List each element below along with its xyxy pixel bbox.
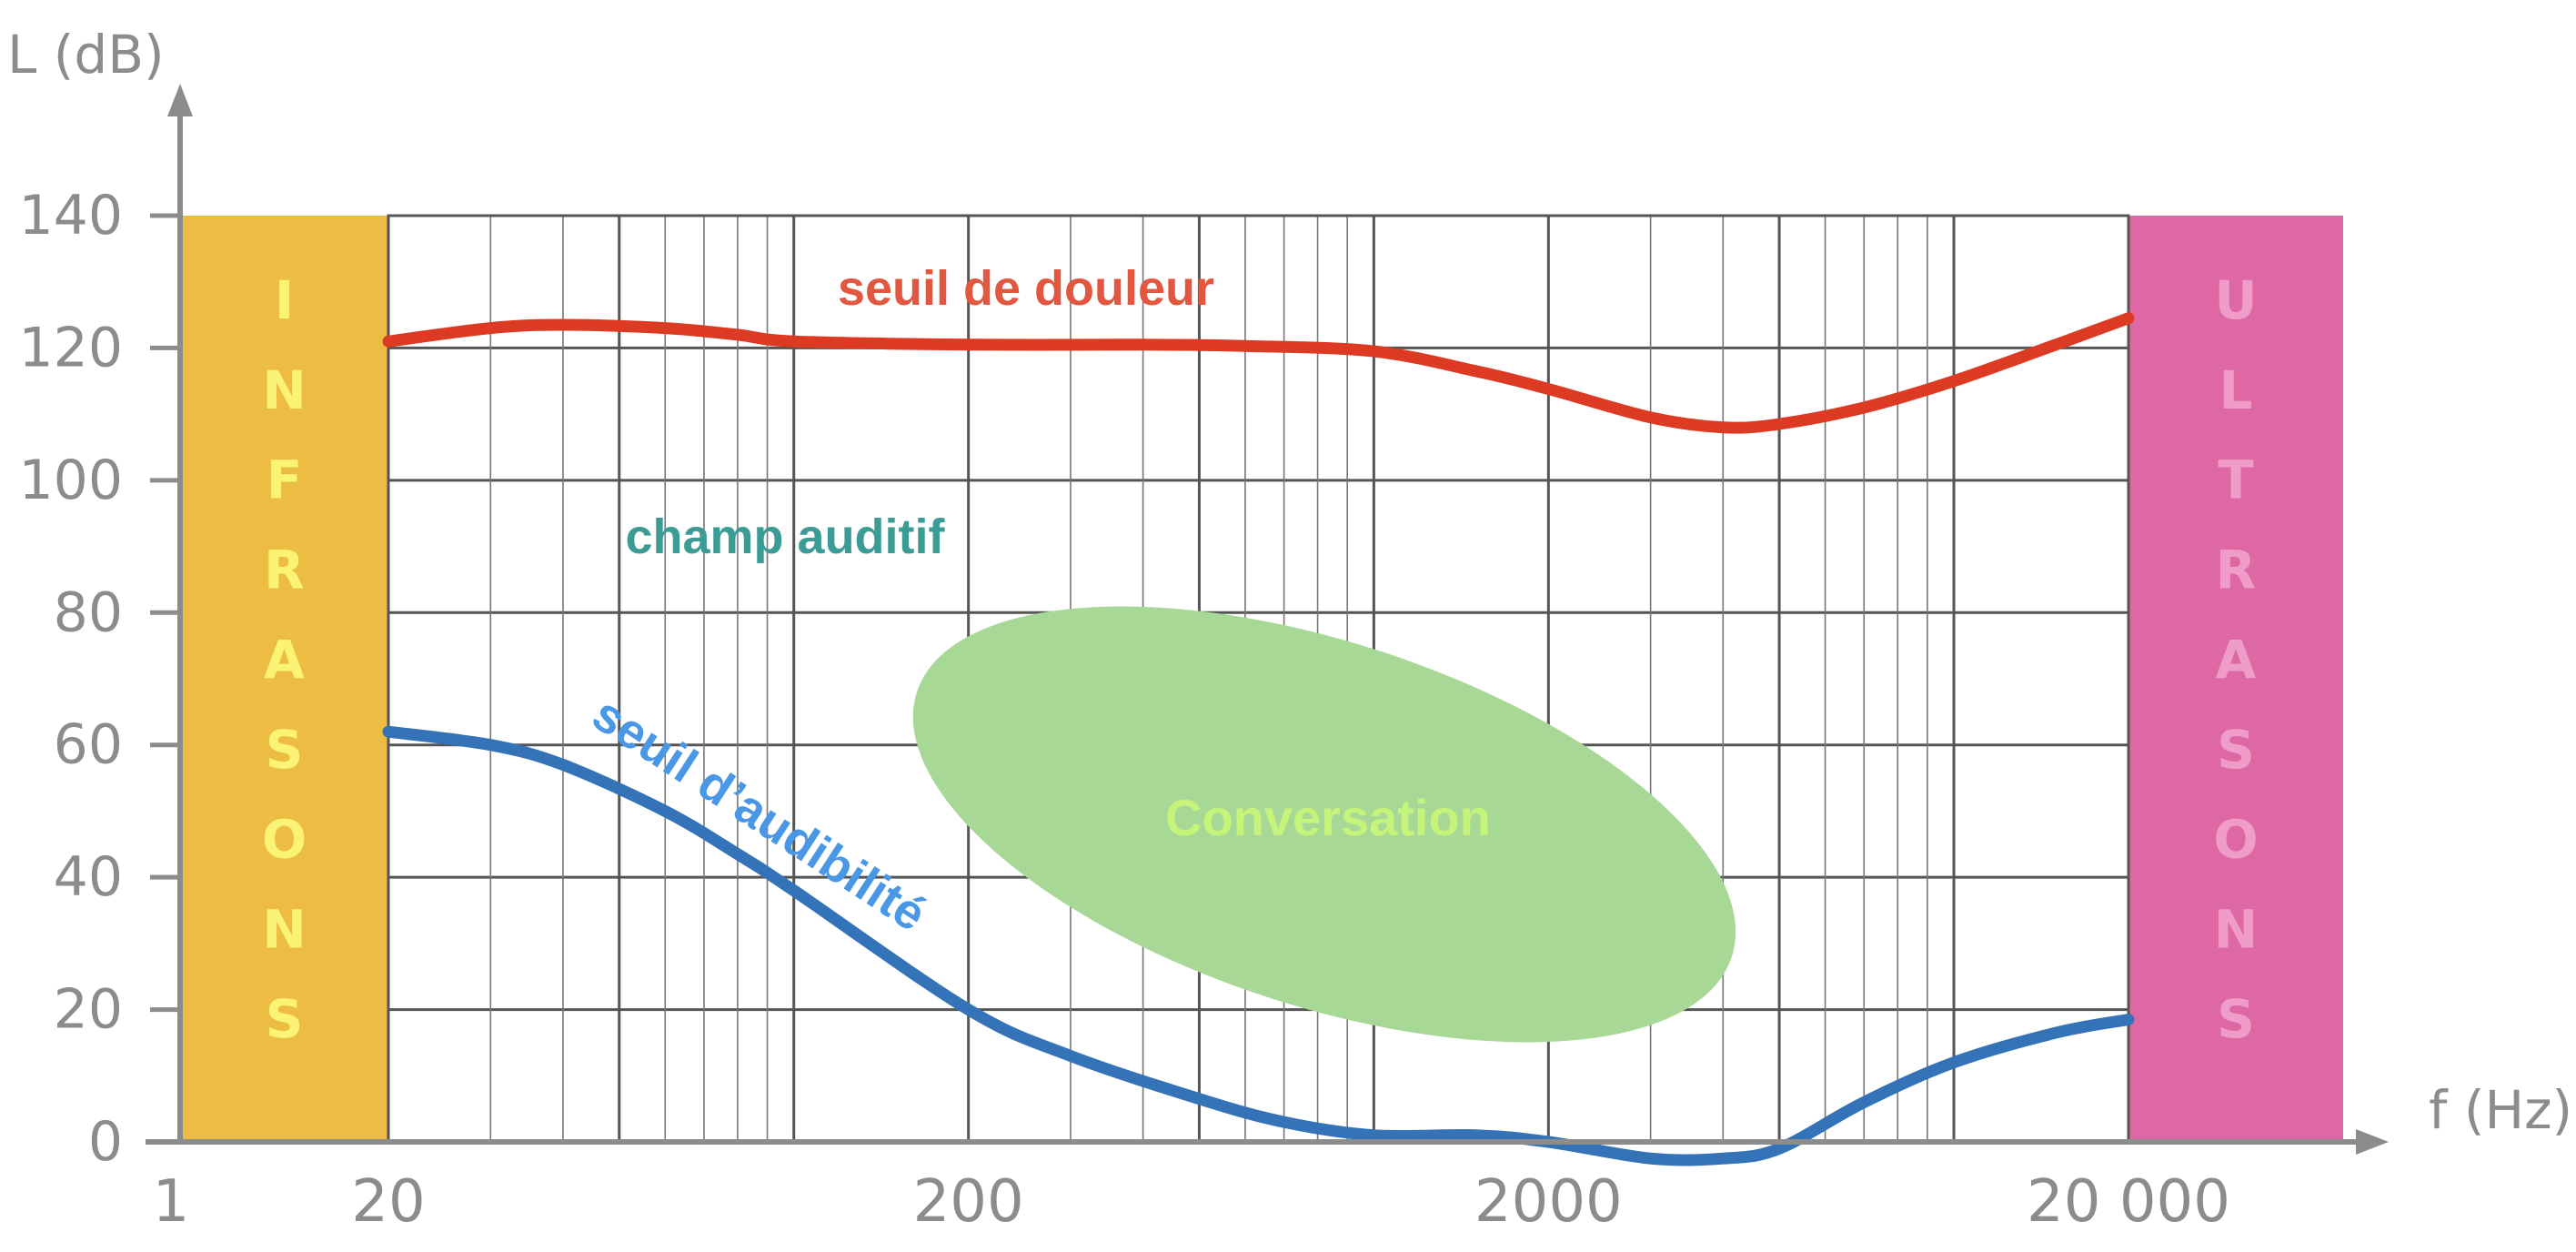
seuil-de-douleur-label: seuil de douleur	[838, 261, 1214, 316]
conversation-label: Conversation	[1165, 789, 1491, 846]
infrasons-letter: N	[262, 898, 307, 960]
region-layer: Conversation	[912, 606, 1736, 1043]
ultrasons-letter: A	[2216, 629, 2257, 691]
x-tick-label: 1	[153, 1168, 190, 1236]
axes-layer: L (dB) f (Hz)	[7, 24, 2572, 1155]
ultrasons-letter: T	[2218, 449, 2254, 511]
infrasons-letter: S	[266, 719, 304, 781]
infrasons-letter: O	[262, 809, 307, 871]
y-tick-label: 60	[54, 713, 123, 777]
series-layer	[382, 312, 2135, 1166]
infrasons-band	[180, 216, 388, 1142]
infrasons-letter: N	[262, 359, 307, 421]
ultrasons-letter: S	[2217, 988, 2255, 1050]
ultrasons-band	[2128, 216, 2343, 1142]
y-tick-label: 0	[88, 1110, 123, 1174]
y-tick-label: 40	[54, 845, 123, 909]
x-axis-label: f (Hz)	[2429, 1079, 2572, 1141]
infrasons-letter: R	[264, 539, 305, 601]
y-tick-label: 80	[54, 581, 123, 644]
ultrasons-letter: U	[2214, 269, 2257, 331]
x-tick-label: 2000	[1474, 1168, 1623, 1236]
x-axis-arrow-icon	[2356, 1129, 2389, 1155]
x-tick-label: 20 000	[2027, 1168, 2230, 1236]
champ-auditif-label: champ auditif	[625, 510, 945, 564]
y-axis-label: L (dB)	[7, 24, 165, 86]
ultrasons-letter: L	[2219, 359, 2253, 421]
infrasons-letter: I	[275, 269, 295, 331]
y-tick-label: 140	[18, 184, 123, 247]
y-axis-arrow-icon	[167, 84, 193, 116]
y-tick-label: 100	[18, 449, 123, 512]
infrasons-letter: A	[264, 629, 305, 691]
seuil-d-audibilite-label: seuil d’audibilité	[583, 687, 935, 943]
ultrasons-letter: S	[2217, 719, 2255, 781]
ultrasons-letter: N	[2214, 898, 2259, 960]
x-tick-label: 20	[351, 1168, 425, 1236]
y-tick-label: 20	[54, 978, 123, 1042]
seuil-de-douleur-curve	[382, 312, 2135, 434]
x-tick-label: 200	[913, 1168, 1024, 1236]
infrasons-letter: S	[266, 988, 304, 1050]
y-tick-label: 120	[18, 316, 123, 379]
conversation-region	[912, 606, 1736, 1043]
infrasons-letter: F	[267, 449, 303, 511]
ultrasons-letter: O	[2213, 809, 2258, 871]
seuil-d-audibilite-curve	[382, 725, 2135, 1166]
ultrasons-letter: R	[2216, 539, 2257, 601]
